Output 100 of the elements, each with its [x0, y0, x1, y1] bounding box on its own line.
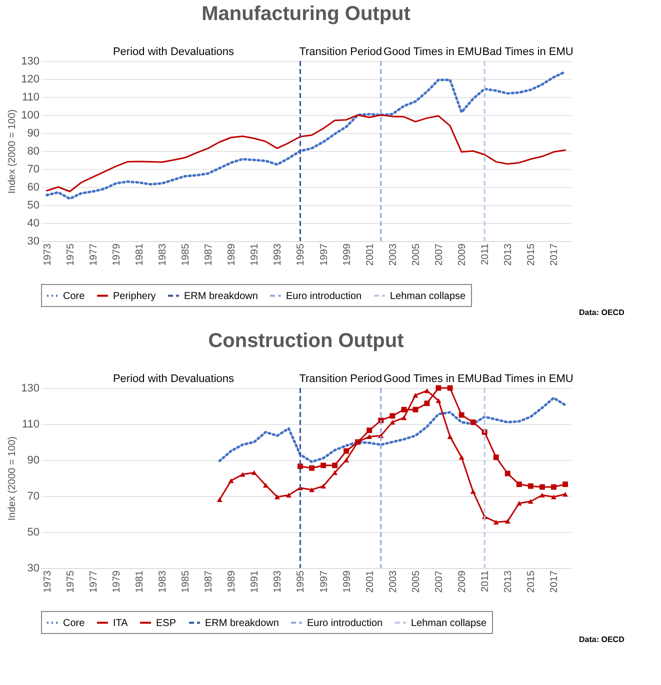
- x-tick-label: 2005: [410, 243, 422, 266]
- x-tick-label: 2001: [364, 570, 376, 593]
- x-tick-label: 2007: [434, 243, 445, 266]
- x-tick-label: 1995: [296, 243, 307, 266]
- point: [436, 398, 442, 403]
- x-tick-label: 2007: [434, 570, 445, 593]
- x-tick-label: 1999: [342, 243, 353, 266]
- y-tick-label: 60: [27, 182, 40, 194]
- point: [401, 415, 407, 420]
- x-tick-label: 1977: [88, 243, 100, 266]
- x-tick-label: 1989: [226, 570, 238, 593]
- x-tick-label: 1973: [42, 243, 54, 266]
- point: [493, 454, 499, 460]
- point: [286, 492, 292, 498]
- text: Transition Period: [299, 46, 382, 58]
- point: [366, 434, 372, 439]
- legend-label: ERM breakdown: [205, 618, 279, 629]
- x-tick-label: 2017: [549, 570, 560, 593]
- text: Bad Times in EMU: [482, 373, 574, 385]
- y-axis-title: Index (2000 = 100): [7, 436, 18, 521]
- x-tick-label: 2011: [480, 243, 492, 266]
- y-tick-label: 70: [27, 490, 40, 502]
- x-tick-label: 1973: [42, 570, 54, 593]
- x-tick-label: 1979: [111, 243, 122, 266]
- text: Period with Devaluations: [112, 46, 235, 58]
- point: [216, 497, 222, 502]
- x-tick-label: 1993: [272, 243, 284, 266]
- x-tick-label: 2003: [388, 570, 399, 593]
- y-tick-label: 90: [27, 454, 40, 466]
- point: [516, 500, 522, 506]
- point: [240, 472, 246, 477]
- x-tick-label: 1989: [226, 243, 238, 266]
- text: Data: OECD: [579, 635, 625, 644]
- legend-label: ERM breakdown: [184, 290, 258, 302]
- point: [344, 458, 350, 462]
- x-tick-label: 1983: [157, 570, 168, 593]
- point: [424, 400, 430, 406]
- point: [320, 462, 326, 468]
- point: [228, 478, 234, 484]
- y-tick-label: 30: [27, 236, 40, 248]
- x-tick-label: 1979: [111, 570, 122, 593]
- y-tick-label: 120: [21, 74, 40, 86]
- x-tick-label: 2015: [526, 570, 538, 593]
- x-tick-label: 2005: [410, 570, 422, 593]
- legend-label: Lehman collapse: [390, 290, 466, 302]
- x-tick-label: 1985: [180, 570, 192, 593]
- x-tick-label: 1981: [134, 243, 146, 266]
- x-tick-label: 2015: [526, 243, 538, 266]
- y-tick-label: 110: [22, 92, 40, 104]
- point: [262, 482, 268, 488]
- point: [390, 420, 396, 425]
- point: [390, 413, 396, 419]
- legend-label: Euro introduction: [307, 618, 383, 629]
- x-tick-label: 1991: [250, 243, 261, 266]
- point: [528, 483, 534, 489]
- x-tick-label: 2013: [503, 570, 514, 593]
- y-tick-label: 100: [21, 110, 40, 122]
- point: [539, 484, 545, 490]
- legend-label: Core: [63, 618, 86, 629]
- point: [251, 470, 257, 475]
- y-tick-label: 50: [27, 200, 40, 212]
- x-tick-label: 1977: [88, 570, 100, 593]
- x-tick-label: 1983: [157, 243, 168, 266]
- point: [550, 484, 556, 490]
- y-tick-label: 110: [22, 418, 40, 430]
- point: [412, 392, 418, 398]
- x-tick-label: 2017: [549, 243, 560, 266]
- y-tick-label: 70: [27, 164, 40, 176]
- y-tick-label: 130: [21, 56, 40, 68]
- text: Data: OECD: [579, 308, 625, 317]
- y-tick-label: 40: [27, 218, 40, 230]
- y-tick-label: 80: [27, 146, 40, 158]
- point: [320, 484, 326, 488]
- line-series: [46, 114, 566, 192]
- point: [562, 482, 568, 488]
- x-tick-label: 1975: [65, 243, 76, 266]
- point: [274, 494, 280, 500]
- x-tick-label: 1985: [180, 243, 192, 266]
- text: Bad Times in EMU: [482, 46, 574, 58]
- y-axis-title: Index (2000 = 100): [7, 109, 18, 194]
- point: [458, 454, 464, 460]
- legend-label: Periphery: [113, 290, 156, 302]
- x-tick-label: 1991: [250, 570, 261, 593]
- y-tick-label: 30: [27, 562, 40, 574]
- point: [309, 465, 314, 471]
- point: [516, 482, 522, 488]
- x-tick-label: 1987: [204, 243, 215, 266]
- point: [493, 520, 499, 524]
- point: [366, 428, 372, 434]
- text: Transition Period: [299, 373, 382, 385]
- chart-title: Construction Output: [208, 330, 404, 352]
- point: [504, 470, 510, 476]
- legend-label: ITA: [113, 618, 128, 629]
- x-tick-label: 2009: [457, 570, 468, 593]
- point: [528, 499, 534, 504]
- line-series: [218, 396, 566, 464]
- text: Period with Devaluations: [112, 373, 235, 385]
- legend-label: Lehman collapse: [411, 618, 488, 629]
- chart-title: Manufacturing Output: [202, 3, 411, 25]
- x-tick-label: 2013: [503, 243, 514, 266]
